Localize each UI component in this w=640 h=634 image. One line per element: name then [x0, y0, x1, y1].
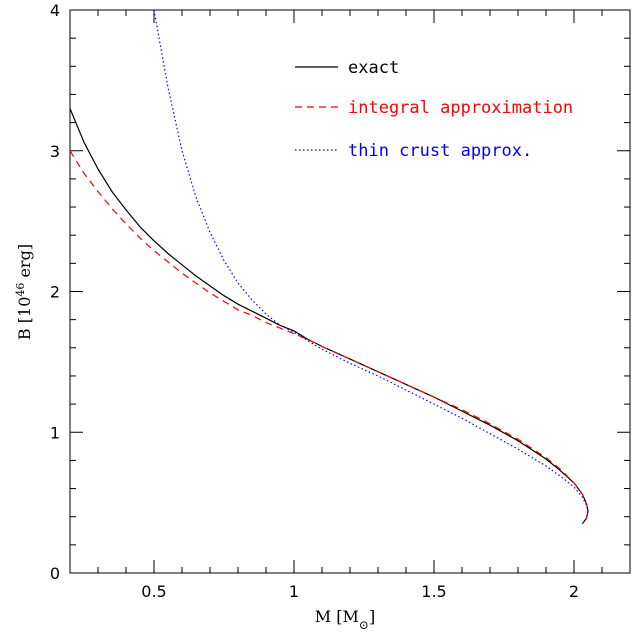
legend-label-integral-approximation: integral approximation [348, 98, 573, 118]
series-lines [69, 9, 589, 525]
axis-ticks [69, 9, 631, 574]
legend-label-thin-crust-approx: thin crust approx. [348, 141, 532, 161]
y-tick-label: 0 [50, 564, 60, 583]
x-tick-label: 1.5 [421, 582, 446, 601]
y-tick-label: 3 [50, 142, 60, 161]
tick-labels: 0.5 1 1.5 2 0 1 2 3 4 [50, 1, 579, 601]
series-line-exact [69, 108, 589, 525]
series-line-integral-approximation [69, 150, 589, 525]
legend-label-exact: exact [348, 58, 399, 78]
x-tick-label: 1 [289, 582, 299, 601]
x-tick-label: 2 [569, 582, 579, 601]
y-tick-label: 4 [50, 1, 60, 20]
x-axis-title: M [M⊙] [315, 607, 375, 632]
y-axis-title: B [1046 erg] [14, 244, 35, 340]
plot-frame [69, 9, 631, 574]
y-tick-label: 2 [50, 283, 60, 302]
legend: exact integral approximation thin crust … [295, 58, 573, 161]
x-tick-label: 0.5 [141, 582, 166, 601]
series-line-thin-crust-approx [153, 9, 589, 525]
y-tick-label: 1 [50, 423, 60, 442]
